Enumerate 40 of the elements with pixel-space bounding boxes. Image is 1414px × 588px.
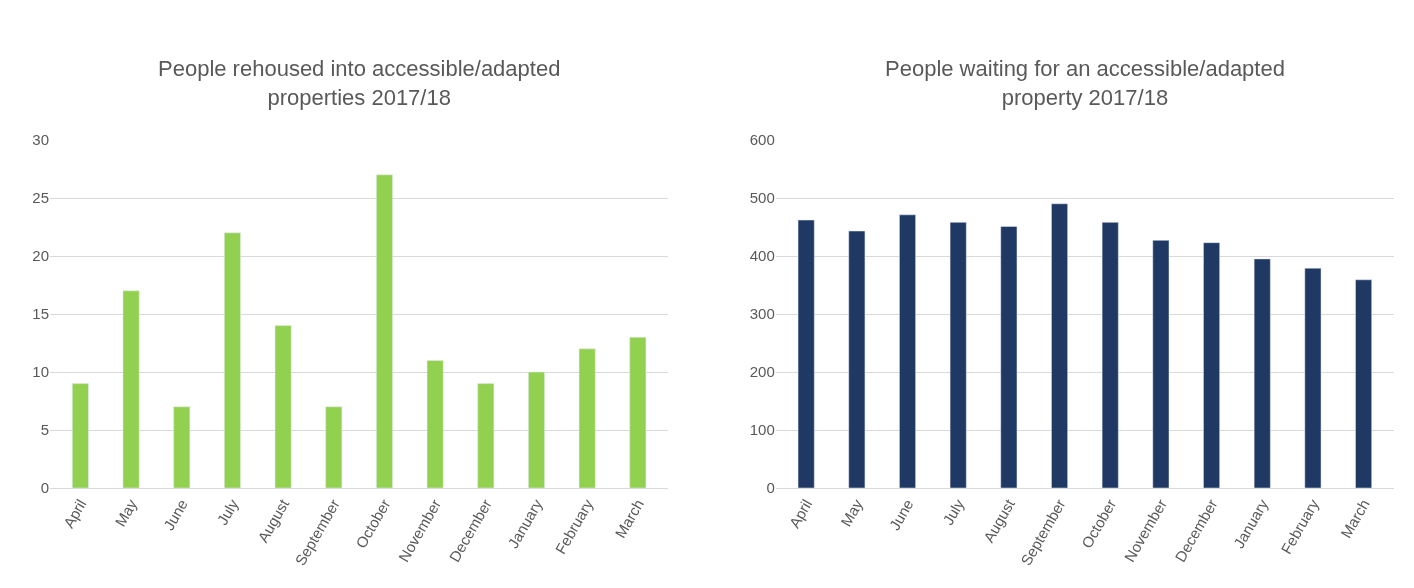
bar <box>173 406 191 488</box>
bar <box>72 383 89 488</box>
bar <box>1152 240 1170 488</box>
bar <box>325 406 343 488</box>
y-tick-label: 5 <box>40 421 49 439</box>
bar <box>1203 242 1220 488</box>
bar <box>1355 279 1372 488</box>
y-tick-label: 400 <box>749 247 775 265</box>
y-tick-label: 300 <box>749 305 775 323</box>
bar <box>899 214 916 488</box>
bar <box>797 219 815 488</box>
bar <box>224 232 241 488</box>
y-tick-label: 600 <box>749 131 775 149</box>
bar <box>426 360 444 488</box>
bar <box>477 383 495 488</box>
bar <box>1101 222 1119 488</box>
y-tick-label: 30 <box>32 131 49 149</box>
bar <box>848 230 866 488</box>
bar <box>274 325 292 488</box>
chart-title: People waiting for an accessible/adapted property 2017/18 <box>885 56 1285 110</box>
bar <box>376 174 393 488</box>
y-tick-label: 0 <box>766 479 775 497</box>
chart-title: People rehoused into accessible/adapted properties 2017/18 <box>158 56 561 110</box>
bar <box>122 290 140 488</box>
y-tick-label: 15 <box>32 305 49 323</box>
y-tick-label: 0 <box>40 479 49 497</box>
y-tick-label: 200 <box>749 363 775 381</box>
bar <box>949 222 967 488</box>
bar <box>578 348 596 488</box>
y-tick-label: 20 <box>32 247 49 265</box>
bar <box>1000 226 1018 488</box>
bar <box>629 336 647 488</box>
bar <box>1253 258 1271 488</box>
bar <box>1304 267 1322 488</box>
y-tick-label: 100 <box>749 421 775 439</box>
y-tick-label: 10 <box>32 363 49 381</box>
bar <box>1051 203 1068 488</box>
y-tick-label: 500 <box>749 189 775 207</box>
bar <box>528 371 545 488</box>
y-tick-label: 25 <box>32 189 49 207</box>
